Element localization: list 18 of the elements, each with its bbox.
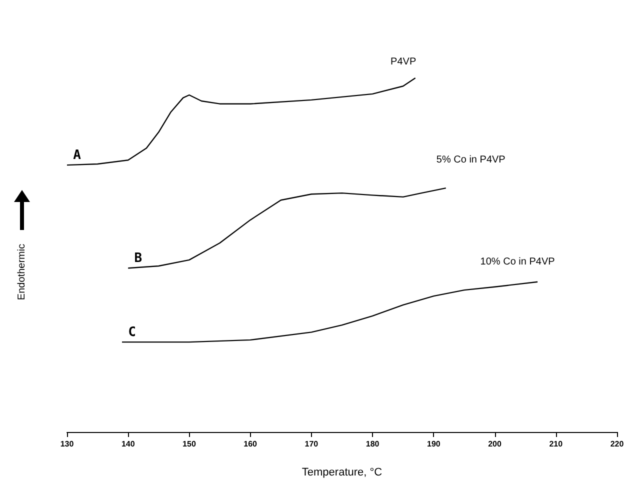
- x-tick-label: 140: [121, 440, 136, 448]
- x-tick-label: 180: [366, 440, 380, 448]
- annotation: C: [128, 325, 136, 340]
- x-tick-label: 160: [244, 440, 258, 448]
- x-tick-label: 210: [549, 440, 564, 448]
- x-tick-label: 170: [304, 440, 319, 448]
- x-tick-label: 200: [488, 440, 502, 448]
- annotation: A: [73, 148, 82, 164]
- x-axis-title: Temperature, °C: [302, 466, 382, 478]
- x-tick-label: 190: [426, 440, 441, 448]
- x-tick-label: 150: [182, 440, 196, 448]
- x-tick-label: 130: [60, 440, 74, 448]
- text: 10% Co in P4VP: [480, 256, 556, 268]
- annotation: B: [134, 251, 142, 266]
- x-tick-label: 220: [610, 440, 624, 448]
- series-label: P4VP: [390, 56, 416, 68]
- y-axis-title: Endothermic: [16, 244, 28, 300]
- text: 5% Co in P4VP: [436, 154, 506, 166]
